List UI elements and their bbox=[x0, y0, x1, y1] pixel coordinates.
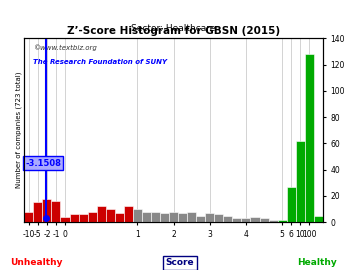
Bar bbox=[87, 212, 97, 222]
Bar bbox=[242, 218, 251, 222]
Bar bbox=[205, 213, 214, 222]
Bar bbox=[214, 214, 223, 222]
Text: ©www.textbiz.org: ©www.textbiz.org bbox=[33, 44, 97, 50]
Bar bbox=[314, 216, 323, 222]
Bar bbox=[42, 198, 51, 222]
Bar bbox=[97, 206, 106, 222]
Bar bbox=[142, 212, 151, 222]
Text: Sector: Healthcare: Sector: Healthcare bbox=[131, 24, 216, 33]
Bar bbox=[124, 206, 133, 222]
Title: Z’-Score Histogram for GBSN (2015): Z’-Score Histogram for GBSN (2015) bbox=[67, 26, 280, 36]
Bar bbox=[115, 213, 124, 222]
Bar bbox=[133, 209, 142, 222]
Bar bbox=[196, 216, 205, 222]
Text: -3.1508: -3.1508 bbox=[25, 158, 61, 168]
Bar bbox=[169, 212, 178, 222]
Bar bbox=[223, 216, 233, 222]
Bar bbox=[251, 217, 260, 222]
Text: Score: Score bbox=[166, 258, 194, 267]
Bar bbox=[278, 220, 287, 222]
Bar bbox=[187, 212, 196, 222]
Text: Healthy: Healthy bbox=[297, 258, 337, 267]
Bar bbox=[151, 212, 160, 222]
Bar bbox=[160, 213, 169, 222]
Bar bbox=[287, 187, 296, 222]
Y-axis label: Number of companies (723 total): Number of companies (723 total) bbox=[15, 72, 22, 188]
Bar bbox=[233, 218, 242, 222]
Bar bbox=[106, 209, 115, 222]
Bar bbox=[60, 217, 69, 222]
Bar bbox=[51, 201, 60, 222]
Bar bbox=[260, 218, 269, 222]
Bar bbox=[178, 213, 187, 222]
Bar bbox=[24, 212, 33, 222]
Bar bbox=[78, 214, 87, 222]
Bar bbox=[33, 202, 42, 222]
Bar bbox=[296, 141, 305, 222]
Text: Unhealthy: Unhealthy bbox=[10, 258, 62, 267]
Bar bbox=[269, 220, 278, 222]
Bar bbox=[69, 214, 78, 222]
Text: The Research Foundation of SUNY: The Research Foundation of SUNY bbox=[33, 59, 167, 65]
Bar bbox=[305, 54, 314, 222]
